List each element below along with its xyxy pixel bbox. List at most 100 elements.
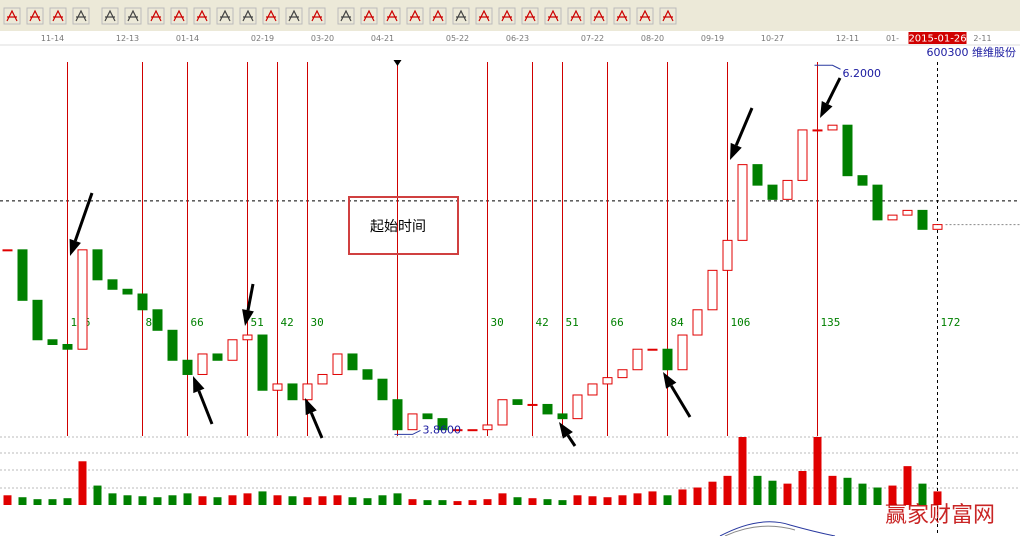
icon-frame xyxy=(193,7,211,25)
icon-glyph xyxy=(547,9,559,22)
volume-bar xyxy=(513,497,522,505)
toolbar-icon[interactable] xyxy=(360,7,378,25)
arrow-shaft xyxy=(309,412,324,439)
volume-bar xyxy=(423,500,432,505)
volume-bar xyxy=(93,485,102,505)
toolbar-icon[interactable] xyxy=(429,7,447,25)
candle xyxy=(677,334,688,371)
toolbar-icon[interactable] xyxy=(262,7,280,25)
volume-bar xyxy=(558,500,567,505)
toolbar-icon[interactable] xyxy=(170,7,188,25)
x-tick-label: 11-14 xyxy=(41,34,64,43)
plot-area: 11-14 12-13 01-14 02-19 03-20 04-21 05-22 06-23… xyxy=(0,32,1020,535)
toolbar-icon[interactable] xyxy=(498,7,516,25)
toolbar-icons xyxy=(3,7,677,25)
volume-bar xyxy=(3,495,12,505)
x-tick-label: 04-21 xyxy=(371,34,394,43)
toolbar-icon[interactable] xyxy=(590,7,608,25)
toolbar-icon[interactable] xyxy=(239,7,257,25)
icon-glyph xyxy=(219,9,231,22)
candle xyxy=(107,279,118,290)
toolbar-icon[interactable] xyxy=(613,7,631,25)
icon-glyph xyxy=(52,9,64,22)
candle xyxy=(617,369,628,379)
icon-glyph xyxy=(6,9,18,22)
volume-bar xyxy=(528,498,537,505)
volume-bar xyxy=(303,497,312,505)
toolbar-icon[interactable] xyxy=(544,7,562,25)
toolbar-icon[interactable] xyxy=(147,7,165,25)
date-axis-band xyxy=(0,31,1020,45)
x-tick-label: 01- xyxy=(886,34,899,43)
icon-frame xyxy=(101,7,119,25)
toolbar-icon[interactable] xyxy=(72,7,90,25)
icon-frame xyxy=(216,7,234,25)
toolbar-icon[interactable] xyxy=(567,7,585,25)
candle xyxy=(857,175,868,186)
toolbar-icon[interactable] xyxy=(383,7,401,25)
arrow-head xyxy=(820,101,833,118)
icon-glyph xyxy=(386,9,398,22)
time-count: 30 xyxy=(491,316,504,329)
arrow-shaft xyxy=(197,390,214,425)
candle xyxy=(197,353,208,375)
toolbar-icon[interactable] xyxy=(124,7,142,25)
candle xyxy=(47,339,58,345)
icon-glyph xyxy=(662,9,674,22)
toolbar-icon[interactable] xyxy=(3,7,21,25)
icon-frame xyxy=(498,7,516,25)
volume-bar xyxy=(438,500,447,505)
volume-bar xyxy=(633,493,642,505)
toolbar-icon[interactable] xyxy=(406,7,424,25)
toolbar-icon[interactable] xyxy=(636,7,654,25)
icon-frame xyxy=(429,7,447,25)
volume-bar xyxy=(153,497,162,505)
toolbar-icon[interactable] xyxy=(101,7,119,25)
toolbar-icon[interactable] xyxy=(308,7,326,25)
icon-frame xyxy=(262,7,280,25)
icon-frame xyxy=(170,7,188,25)
candle xyxy=(317,373,328,385)
volume-bar xyxy=(183,493,192,505)
start-label: 起始时间 xyxy=(370,219,426,235)
volume-bar xyxy=(738,437,747,505)
toolbar-icon[interactable] xyxy=(216,7,234,25)
icon-frame xyxy=(452,7,470,25)
arrow-head xyxy=(69,238,81,256)
candle xyxy=(77,249,88,350)
time-count: 66 xyxy=(191,316,204,329)
toolbar-icon[interactable] xyxy=(475,7,493,25)
time-count: 51 xyxy=(566,316,579,329)
icon-frame xyxy=(72,7,90,25)
icon-glyph xyxy=(409,9,421,22)
toolbar-icon[interactable] xyxy=(26,7,44,25)
candle xyxy=(332,353,343,375)
volume-bar xyxy=(78,461,87,505)
volume-bar xyxy=(858,483,867,505)
candle xyxy=(917,209,928,230)
volume-bar xyxy=(843,477,852,505)
icon-glyph xyxy=(570,9,582,22)
candle xyxy=(902,209,913,216)
candle xyxy=(452,429,463,432)
candle xyxy=(512,399,523,405)
x-tick-label: 09-19 xyxy=(701,34,724,43)
candle xyxy=(587,383,598,396)
security-label: 600300 维维股份 xyxy=(927,46,1017,59)
icon-frame xyxy=(360,7,378,25)
volume-bar xyxy=(378,495,387,505)
toolbar-icon[interactable] xyxy=(285,7,303,25)
candle xyxy=(257,334,268,391)
toolbar-icon[interactable] xyxy=(452,7,470,25)
low-label: 3.8600 xyxy=(423,423,462,436)
toolbar-icon[interactable] xyxy=(659,7,677,25)
candle xyxy=(137,293,148,311)
toolbar-icon[interactable] xyxy=(193,7,211,25)
toolbar-icon[interactable] xyxy=(49,7,67,25)
toolbar-icon[interactable] xyxy=(521,7,539,25)
candle xyxy=(377,378,388,401)
arrow-shaft xyxy=(73,192,94,242)
toolbar-icon[interactable] xyxy=(337,7,355,25)
high-label: 6.2000 xyxy=(843,67,882,80)
